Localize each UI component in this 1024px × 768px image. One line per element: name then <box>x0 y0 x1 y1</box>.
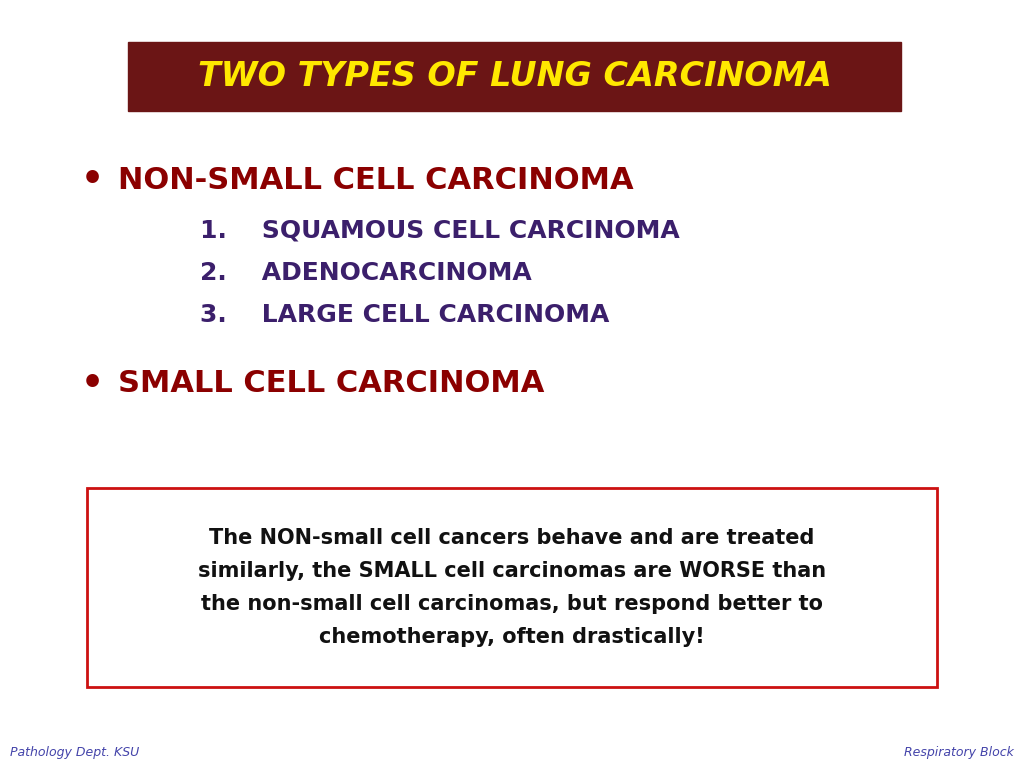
Text: TWO TYPES OF LUNG CARCINOMA: TWO TYPES OF LUNG CARCINOMA <box>198 61 831 93</box>
Text: •: • <box>81 164 103 197</box>
Text: Respiratory Block: Respiratory Block <box>904 746 1014 759</box>
Text: •: • <box>81 367 103 401</box>
Text: SMALL CELL CARCINOMA: SMALL CELL CARCINOMA <box>118 369 544 399</box>
Text: 3.    LARGE CELL CARCINOMA: 3. LARGE CELL CARCINOMA <box>200 303 609 327</box>
Text: 1.    SQUAMOUS CELL CARCINOMA: 1. SQUAMOUS CELL CARCINOMA <box>200 218 680 243</box>
Text: 2.    ADENOCARCINOMA: 2. ADENOCARCINOMA <box>200 260 531 285</box>
FancyBboxPatch shape <box>128 42 901 111</box>
Text: The NON-small cell cancers behave and are treated
similarly, the SMALL cell carc: The NON-small cell cancers behave and ar… <box>198 528 826 647</box>
Text: Pathology Dept. KSU: Pathology Dept. KSU <box>10 746 139 759</box>
Text: NON-SMALL CELL CARCINOMA: NON-SMALL CELL CARCINOMA <box>118 166 634 195</box>
FancyBboxPatch shape <box>87 488 937 687</box>
